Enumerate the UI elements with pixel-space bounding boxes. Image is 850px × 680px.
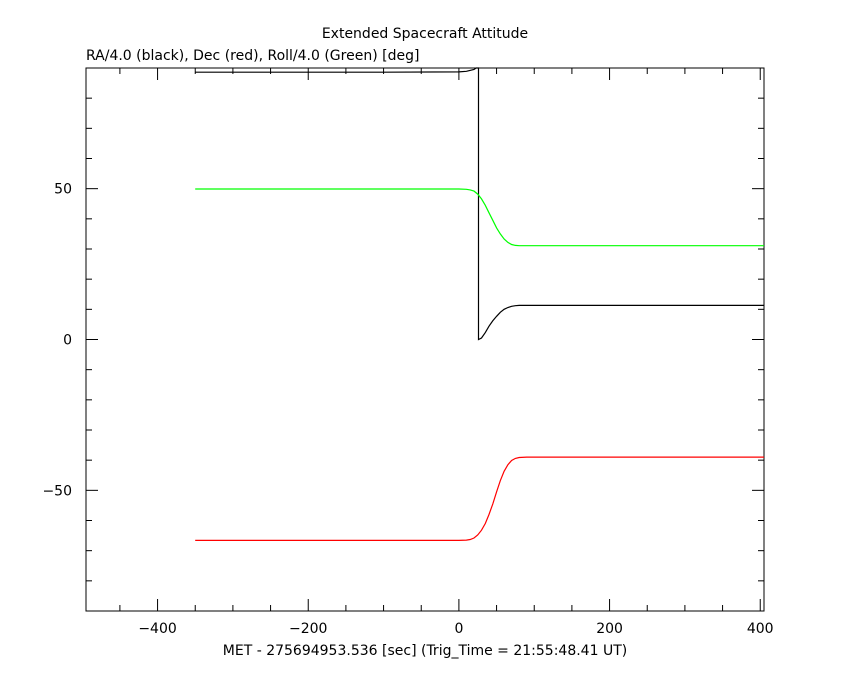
x-tick-label: 400 bbox=[747, 621, 774, 637]
chart-title: Extended Spacecraft Attitude bbox=[322, 26, 528, 42]
series-lines bbox=[195, 67, 764, 542]
x-tick-label: 200 bbox=[596, 621, 623, 637]
x-axis-tick-labels: −400 −200 0 200 400 bbox=[138, 621, 773, 637]
x-tick-label: 0 bbox=[454, 621, 463, 637]
y-tick-label: 0 bbox=[63, 333, 72, 349]
plot-area bbox=[85, 67, 765, 612]
y-axis-tick-labels: −50 0 50 bbox=[42, 182, 72, 500]
x-tick-label: −200 bbox=[289, 621, 327, 637]
x-axis-ticks bbox=[119, 68, 761, 611]
x-axis-label: MET - 275694953.536 [sec] (Trig_Time = 2… bbox=[223, 643, 627, 659]
series-line-dec bbox=[195, 456, 764, 542]
x-tick-label: −400 bbox=[138, 621, 176, 637]
series-line-ra bbox=[195, 67, 764, 341]
series-line-roll bbox=[195, 188, 764, 247]
y-tick-label: −50 bbox=[42, 483, 72, 499]
y-axis-label: RA/4.0 (black), Dec (red), Roll/4.0 (Gre… bbox=[86, 48, 419, 64]
plot-frame bbox=[85, 67, 765, 612]
y-tick-label: 50 bbox=[54, 182, 72, 198]
y-axis-ticks bbox=[86, 97, 764, 582]
